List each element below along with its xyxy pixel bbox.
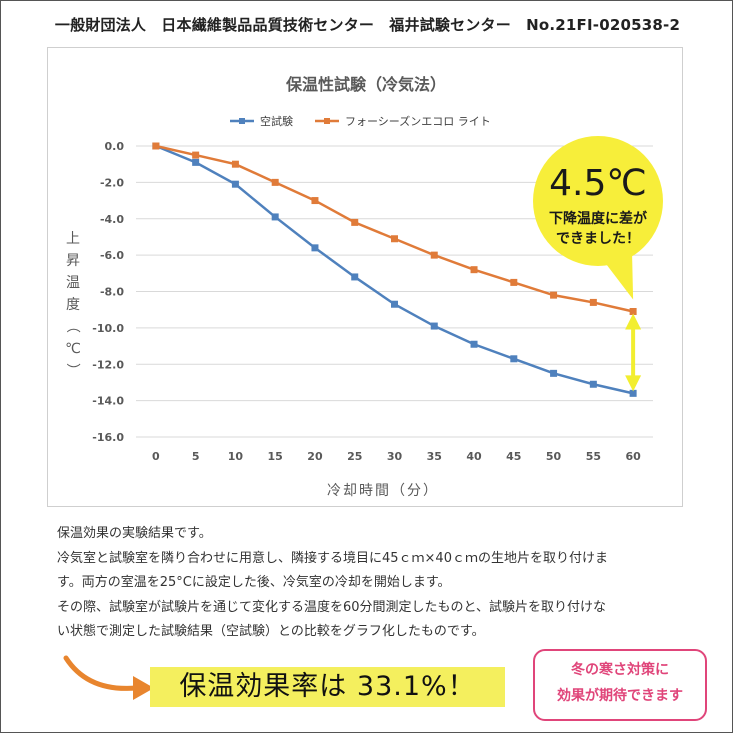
data-point	[470, 340, 478, 348]
legend: 空試験 フォーシーズンエコロ ライト	[230, 114, 491, 128]
report-header: 一般財団法人 日本繊維製品品質技術センター 福井試験センター No.21FI-0…	[54, 16, 681, 34]
y-axis-label-char: ℃	[65, 341, 81, 357]
description-line: す。両方の室温を25°Cに設定した後、冷気室の冷却を開始します。	[57, 575, 451, 590]
curved-arrow-icon	[63, 655, 154, 700]
data-point	[192, 158, 200, 166]
series-lines	[152, 142, 637, 397]
x-tick-label: 40	[466, 450, 482, 463]
description-line: 保温効果の実験結果です。	[57, 526, 212, 541]
callout-line-1: 冬の寒さ対策に	[571, 662, 669, 678]
x-axis-label: 冷却時間（分）	[327, 483, 439, 499]
x-tick-label: 25	[347, 450, 362, 463]
x-tick-labels: 0 5 10 15 20 25 30 35 40 45 50 55 60	[152, 450, 641, 463]
data-point	[589, 380, 597, 388]
arrow-head-down	[625, 375, 642, 392]
y-tick-label: -14.0	[92, 395, 124, 408]
x-tick-label: 45	[506, 450, 521, 463]
data-point	[351, 273, 359, 281]
chart-container: 保温性試験（冷気法） 空試験 フォーシーズンエコロ ライト 0.0 -2.0 -4.0…	[47, 47, 683, 507]
data-point	[271, 178, 279, 186]
x-tick-label: 0	[152, 450, 160, 463]
y-tick-label: -4.0	[100, 213, 124, 226]
description-line: その際、試験室が試験片を通じて変化する温度を60分間測定したものと、試験片を取り…	[57, 599, 607, 615]
x-tick-label: 5	[192, 450, 200, 463]
y-tick-label: -10.0	[92, 322, 124, 335]
y-axis-label-char: ）	[64, 363, 80, 377]
bubble-line-2: できました！	[556, 231, 640, 247]
efficiency-text: 保温効果率は 33.1%！	[179, 671, 476, 702]
y-tick-label: -2.0	[100, 176, 124, 189]
y-tick-label: 0.0	[105, 140, 125, 153]
callout-line-2: 効果が期待できます	[557, 688, 683, 704]
chart-title: 保温性試験（冷気法）	[285, 75, 446, 94]
data-point	[271, 213, 279, 221]
legend-marker	[239, 118, 245, 124]
data-point	[589, 298, 597, 306]
legend-label: 空試験	[260, 114, 293, 128]
data-point	[629, 389, 637, 397]
winter-callout: 冬の寒さ対策に 効果が期待できます	[533, 649, 707, 721]
data-point	[231, 180, 239, 188]
y-axis-label-char: （	[64, 319, 80, 333]
data-point	[391, 300, 398, 308]
y-axis-label-char: 度	[66, 297, 80, 313]
y-axis-label-char: 昇	[66, 253, 80, 269]
y-tick-label: -12.0	[92, 358, 124, 371]
y-axis-label-char: 上	[66, 231, 80, 247]
legend-marker	[324, 118, 330, 124]
data-point	[629, 308, 637, 316]
bubble-circle	[533, 136, 663, 266]
data-point	[510, 278, 518, 286]
x-tick-label: 55	[586, 450, 601, 463]
y-axis-label-char: 温	[66, 275, 80, 291]
legend-label: フォーシーズンエコロ ライト	[345, 114, 491, 128]
data-point	[430, 322, 438, 330]
x-tick-label: 35	[427, 450, 442, 463]
difference-arrow	[625, 313, 642, 392]
x-tick-label: 10	[228, 450, 244, 463]
efficiency-highlight: 保温効果率は 33.1%！	[150, 667, 505, 707]
line-chart: 保温性試験（冷気法） 空試験 フォーシーズンエコロ ライト 0.0 -2.0 -4.0…	[64, 75, 663, 499]
data-point	[550, 291, 558, 299]
description-line: い状態で測定した試験結果（空試験）との比較をグラフ化したものです。	[57, 624, 485, 639]
data-point	[152, 142, 160, 150]
x-tick-label: 50	[546, 450, 562, 463]
description: 保温効果の実験結果です。 冷気室と試験室を隣り合わせに用意し、隣接する境目に45…	[57, 522, 697, 645]
arrow-head-up	[625, 313, 642, 330]
bubble-line-1: 下降温度に差が	[549, 210, 648, 227]
data-point	[351, 218, 359, 226]
y-tick-label: -6.0	[100, 249, 124, 262]
data-point	[470, 266, 478, 274]
x-tick-label: 30	[387, 450, 403, 463]
data-point	[311, 197, 319, 205]
x-tick-label: 15	[268, 450, 283, 463]
data-point	[311, 244, 319, 252]
data-point	[391, 235, 398, 243]
y-tick-labels: 0.0 -2.0 -4.0 -6.0 -8.0 -10.0 -12.0 -14.0 -16.0	[92, 140, 124, 444]
data-point	[231, 160, 239, 168]
y-tick-label: -16.0	[92, 431, 124, 444]
bubble-big-text: 4.5℃	[549, 163, 647, 204]
data-point	[550, 369, 558, 377]
description-line: 冷気室と試験室を隣り合わせに用意し、隣接する境目に45ｃｍ×40ｃｍの生地片を取…	[57, 550, 608, 566]
data-point	[510, 355, 518, 363]
data-point	[430, 251, 438, 259]
y-tick-label: -8.0	[100, 286, 124, 299]
x-tick-label: 60	[625, 450, 641, 463]
x-tick-label: 20	[307, 450, 323, 463]
data-point	[192, 151, 200, 159]
